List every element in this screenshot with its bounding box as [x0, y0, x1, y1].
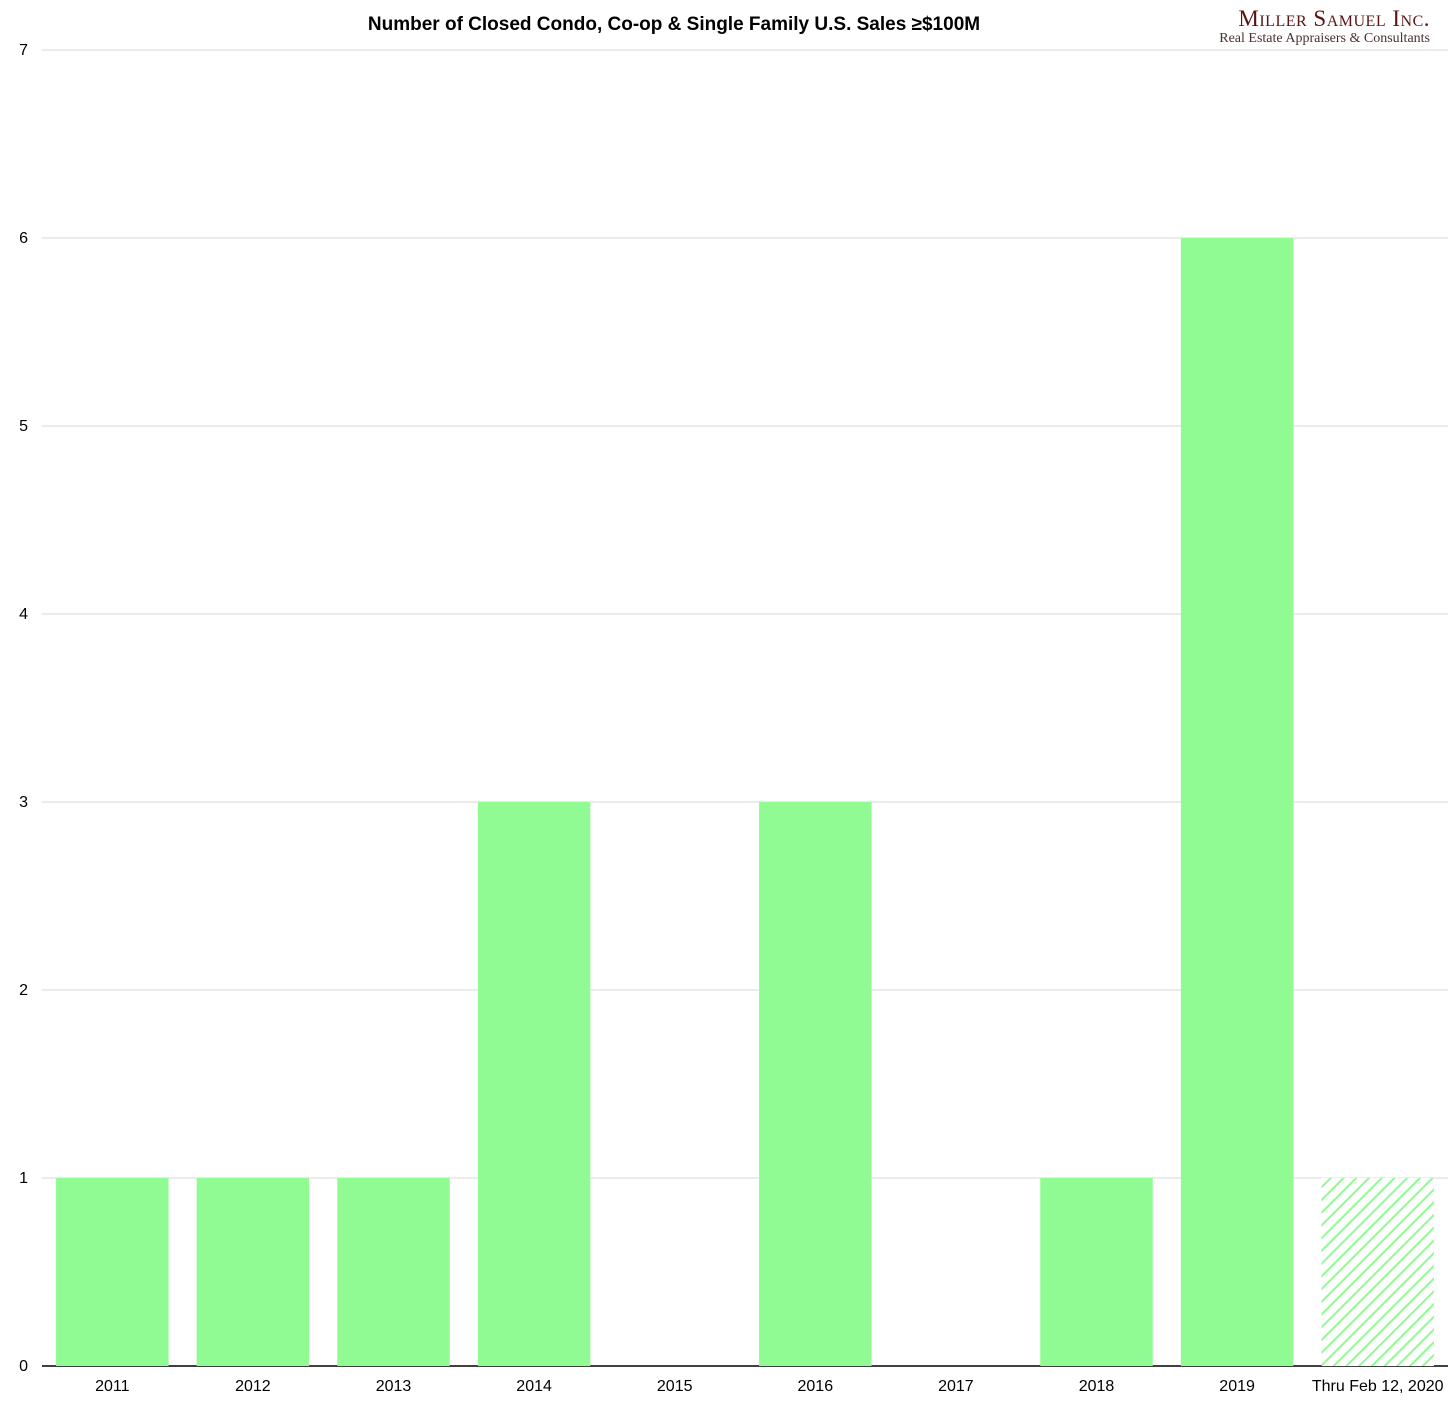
x-tick-label: 2011: [95, 1378, 130, 1395]
y-tick-label: 6: [19, 230, 28, 247]
bar: [1180, 238, 1294, 1366]
x-axis-ticks: 2011 2012 2013 2014 2015 2016 2017 2018 2019 Thru…: [95, 1378, 1444, 1395]
x-tick-label: 2018: [1079, 1378, 1115, 1395]
x-tick-label: 2013: [376, 1378, 412, 1395]
x-tick-label: Thru Feb 12, 2020: [1312, 1378, 1444, 1395]
x-tick-label: 2017: [938, 1378, 974, 1395]
y-tick-label: 5: [19, 418, 28, 435]
y-tick-label: 4: [19, 606, 28, 623]
y-tick-label: 7: [19, 42, 28, 59]
y-tick-label: 2: [19, 982, 28, 999]
y-tick-label: 1: [19, 1170, 28, 1187]
bar: [196, 1178, 310, 1366]
y-axis-ticks: 0 1 2 3 4 5 6 7: [19, 42, 28, 1375]
x-tick-label: 2016: [798, 1378, 834, 1395]
brand-tagline: Real Estate Appraisers & Consultants: [1219, 31, 1430, 46]
chart-title: Number of Closed Condo, Co-op & Single F…: [367, 14, 981, 35]
bar: [56, 1178, 169, 1366]
brand-name: Miller Samuel Inc.: [1238, 6, 1430, 31]
bar: [759, 802, 872, 1366]
y-tick-label: 3: [19, 794, 28, 811]
y-tick-label: 0: [19, 1358, 28, 1375]
bar: [1040, 1178, 1153, 1366]
x-tick-label: 2019: [1219, 1378, 1255, 1395]
x-tick-label: 2015: [657, 1378, 693, 1395]
x-tick-label: 2012: [235, 1378, 271, 1395]
brand-logo: Miller Samuel Inc. Real Estate Appraiser…: [1219, 6, 1430, 46]
bar: [477, 802, 591, 1366]
x-tick-label: 2014: [516, 1378, 552, 1395]
bar-partial-period: [1321, 1178, 1434, 1366]
gridlines: [42, 49, 1448, 1367]
bars: [56, 238, 1434, 1366]
bar: [337, 1178, 450, 1366]
